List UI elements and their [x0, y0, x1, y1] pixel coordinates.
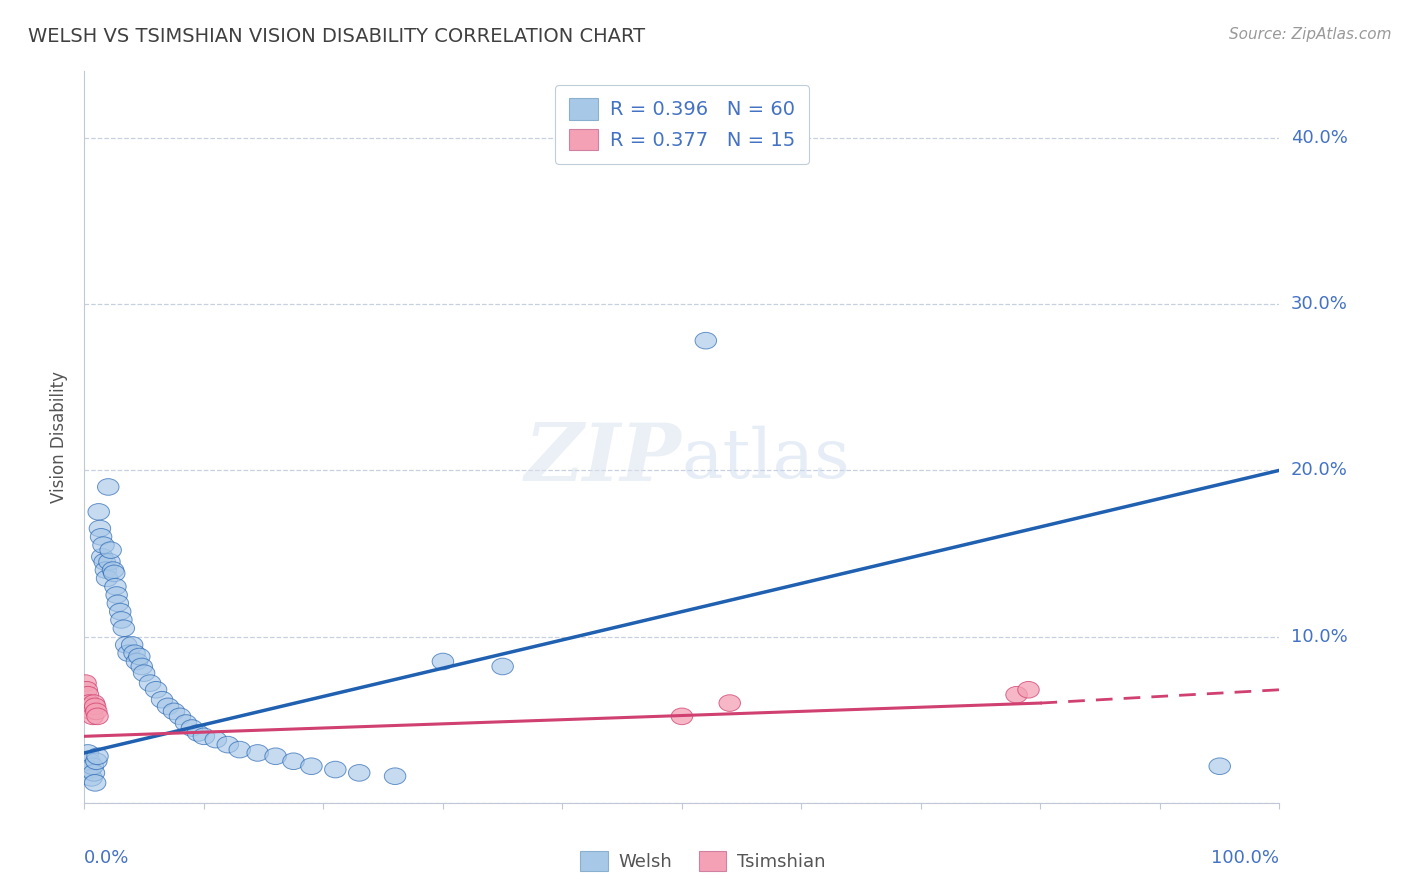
- Ellipse shape: [93, 537, 114, 553]
- Ellipse shape: [718, 695, 741, 712]
- Ellipse shape: [87, 747, 108, 764]
- Ellipse shape: [82, 708, 104, 724]
- Ellipse shape: [107, 595, 128, 612]
- Ellipse shape: [105, 587, 128, 603]
- Legend: Welsh, Tsimshian: Welsh, Tsimshian: [574, 844, 832, 879]
- Text: 20.0%: 20.0%: [1291, 461, 1347, 479]
- Legend: R = 0.396   N = 60, R = 0.377   N = 15: R = 0.396 N = 60, R = 0.377 N = 15: [555, 85, 808, 164]
- Ellipse shape: [1018, 681, 1039, 698]
- Ellipse shape: [1209, 758, 1230, 774]
- Ellipse shape: [80, 770, 103, 786]
- Ellipse shape: [115, 637, 136, 653]
- Text: 40.0%: 40.0%: [1291, 128, 1347, 147]
- Ellipse shape: [432, 653, 454, 670]
- Ellipse shape: [90, 528, 112, 545]
- Ellipse shape: [152, 691, 173, 708]
- Ellipse shape: [77, 745, 98, 761]
- Ellipse shape: [127, 653, 148, 670]
- Ellipse shape: [124, 645, 145, 662]
- Ellipse shape: [94, 553, 115, 570]
- Ellipse shape: [97, 479, 120, 495]
- Ellipse shape: [76, 681, 97, 698]
- Ellipse shape: [79, 695, 100, 712]
- Ellipse shape: [229, 741, 250, 758]
- Ellipse shape: [163, 703, 184, 720]
- Y-axis label: Vision Disability: Vision Disability: [51, 371, 69, 503]
- Ellipse shape: [695, 333, 717, 349]
- Ellipse shape: [86, 753, 107, 770]
- Ellipse shape: [205, 731, 226, 747]
- Ellipse shape: [671, 708, 693, 724]
- Ellipse shape: [91, 549, 112, 566]
- Text: WELSH VS TSIMSHIAN VISION DISABILITY CORRELATION CHART: WELSH VS TSIMSHIAN VISION DISABILITY COR…: [28, 27, 645, 45]
- Ellipse shape: [169, 708, 191, 724]
- Ellipse shape: [111, 612, 132, 628]
- Ellipse shape: [83, 764, 104, 781]
- Ellipse shape: [87, 708, 108, 724]
- Text: Source: ZipAtlas.com: Source: ZipAtlas.com: [1229, 27, 1392, 42]
- Ellipse shape: [77, 687, 98, 703]
- Text: ZIP: ZIP: [524, 420, 682, 498]
- Ellipse shape: [96, 562, 117, 578]
- Ellipse shape: [492, 658, 513, 674]
- Ellipse shape: [1005, 687, 1028, 703]
- Ellipse shape: [134, 665, 155, 681]
- Text: 30.0%: 30.0%: [1291, 295, 1347, 313]
- Ellipse shape: [86, 703, 107, 720]
- Ellipse shape: [384, 768, 406, 785]
- Ellipse shape: [121, 637, 143, 653]
- Ellipse shape: [84, 698, 105, 714]
- Ellipse shape: [118, 645, 139, 662]
- Ellipse shape: [325, 761, 346, 778]
- Ellipse shape: [264, 747, 287, 764]
- Ellipse shape: [104, 566, 125, 582]
- Ellipse shape: [80, 698, 101, 714]
- Ellipse shape: [98, 553, 121, 570]
- Ellipse shape: [112, 620, 135, 637]
- Ellipse shape: [301, 758, 322, 774]
- Ellipse shape: [96, 570, 118, 587]
- Ellipse shape: [100, 541, 121, 558]
- Ellipse shape: [131, 658, 152, 674]
- Ellipse shape: [217, 736, 239, 753]
- Text: atlas: atlas: [682, 425, 851, 492]
- Ellipse shape: [181, 720, 202, 736]
- Ellipse shape: [82, 758, 104, 774]
- Ellipse shape: [187, 724, 208, 741]
- Ellipse shape: [349, 764, 370, 781]
- Ellipse shape: [139, 674, 160, 691]
- Ellipse shape: [80, 761, 101, 778]
- Ellipse shape: [75, 674, 96, 691]
- Ellipse shape: [89, 504, 110, 520]
- Ellipse shape: [89, 520, 111, 537]
- Text: 10.0%: 10.0%: [1291, 628, 1347, 646]
- Ellipse shape: [247, 745, 269, 761]
- Ellipse shape: [157, 698, 179, 714]
- Ellipse shape: [104, 578, 127, 595]
- Text: 100.0%: 100.0%: [1212, 849, 1279, 867]
- Ellipse shape: [84, 774, 105, 791]
- Ellipse shape: [83, 695, 104, 712]
- Ellipse shape: [79, 753, 100, 770]
- Text: 0.0%: 0.0%: [84, 849, 129, 867]
- Ellipse shape: [283, 753, 304, 770]
- Ellipse shape: [145, 681, 167, 698]
- Ellipse shape: [128, 648, 150, 665]
- Ellipse shape: [80, 703, 103, 720]
- Ellipse shape: [193, 728, 215, 745]
- Ellipse shape: [176, 714, 197, 731]
- Ellipse shape: [103, 562, 124, 578]
- Ellipse shape: [110, 603, 131, 620]
